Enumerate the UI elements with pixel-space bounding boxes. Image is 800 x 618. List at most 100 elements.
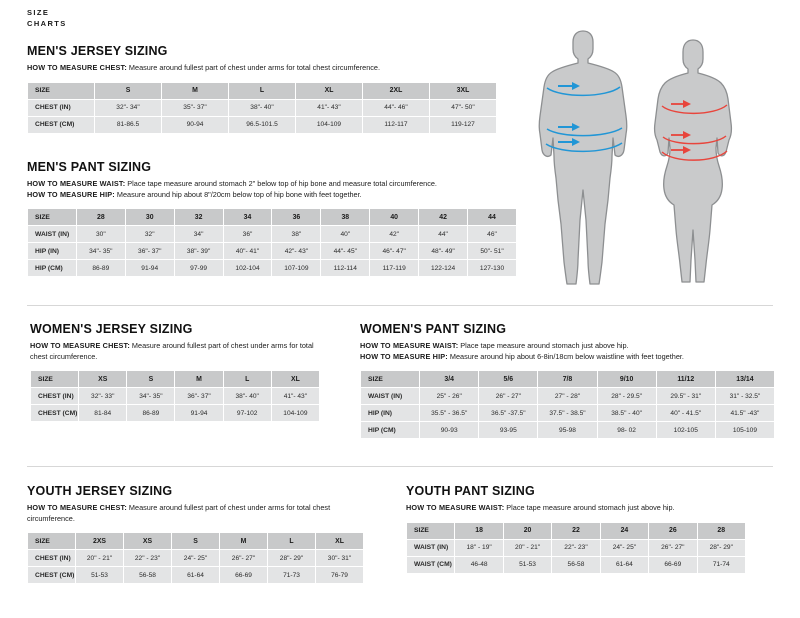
table-cell: 24"- 25" — [171, 549, 220, 567]
male-hip-measure-arrow — [545, 141, 623, 153]
table-row-label: CHEST (CM) — [27, 566, 76, 584]
figures-svg — [538, 30, 733, 285]
table-row: WAIST (CM) 46-48 51-53 56-58 61-64 66-69 71-74 — [405, 555, 747, 574]
table-header-size: SIZE — [359, 370, 421, 388]
table-cell: 105-109 — [714, 421, 776, 439]
how-to-label: HOW TO MEASURE CHEST: — [27, 63, 127, 72]
table-cell: 34" — [173, 225, 224, 243]
table-cell: 38"- 40" — [228, 98, 296, 117]
table-header-cell: 9/10 — [596, 370, 657, 388]
body-measurement-figures — [516, 30, 786, 292]
table-cell: 26"- 27" — [219, 549, 268, 567]
table-header-cell: 30 — [124, 208, 175, 226]
table-header-cell: 28 — [75, 208, 126, 226]
section-title: YOUTH PANT SIZING — [406, 484, 535, 498]
table-row: HIP (CM) 86-89 91-94 97-99 102-104 107-109 112… — [27, 259, 517, 277]
table-cell: 38" — [271, 225, 322, 243]
table-cell: 27" - 28" — [537, 387, 598, 405]
table-cell: 34"- 35" — [75, 242, 126, 260]
section-youth-pant-sizing: YOUTH PANT SIZING HOW TO MEASURE WAIST: … — [405, 484, 747, 574]
how-to-line-waist: HOW TO MEASURE WAIST: Place tape measure… — [360, 341, 775, 352]
table-cell: 61-64 — [171, 566, 220, 584]
table-cell: 20" - 21" — [502, 538, 553, 557]
table-header-cell: S — [94, 81, 162, 100]
male-chest-arrowhead — [572, 82, 580, 90]
table-cell: 18" - 19" — [454, 538, 504, 557]
how-to-text: Measure around fullest part of chest und… — [27, 503, 331, 523]
table-header-cell: XS — [78, 370, 128, 388]
table-header-cell: M — [161, 81, 229, 100]
how-to-text: Measure around hip about 6-8in/18cm belo… — [447, 351, 684, 361]
table-cell: 42" — [369, 225, 420, 243]
table-cell: 40" — [320, 225, 371, 243]
table-cell: 97-102 — [222, 404, 272, 422]
how-to-measure-waist-hip: HOW TO MEASURE WAIST: Place tape measure… — [27, 179, 517, 200]
table-cell: 38"- 40" — [222, 387, 272, 405]
table-cell: 91-94 — [124, 259, 175, 277]
male-chest-measure-arrow — [546, 85, 621, 97]
how-to-text: Place tape measure around stomach just a… — [458, 341, 629, 350]
table-row-label: HIP (CM) — [27, 259, 77, 277]
how-to-measure-chest: HOW TO MEASURE CHEST: Measure around ful… — [27, 63, 497, 74]
table-header-cell: S — [171, 532, 220, 550]
table-cell: 96.5-101.5 — [228, 115, 296, 134]
section-title: MEN'S PANT SIZING — [27, 160, 152, 174]
table-cell: 36" — [222, 225, 273, 243]
table-row-label: WAIST (CM) — [405, 555, 456, 574]
table-cell: 86-89 — [75, 259, 126, 277]
male-hip-arrowhead — [572, 138, 580, 146]
section-mens-pant-sizing: MEN'S PANT SIZING HOW TO MEASURE WAIST: … — [27, 160, 517, 277]
female-waist-measure-arrow — [662, 134, 727, 145]
table-cell: 38"- 39" — [173, 242, 224, 260]
table-header-cell: L — [228, 81, 296, 100]
table-row: HIP (CM) 90-93 93-95 95-98 98- 02 102-105 105-… — [359, 421, 776, 439]
table-cell: 32"- 33" — [78, 387, 128, 405]
table-header-cell: 36 — [271, 208, 322, 226]
table-cell: 30" — [75, 225, 126, 243]
table-header-cell: 3/4 — [419, 370, 480, 388]
table-cell: 46"- 47" — [369, 242, 420, 260]
table-header-cell: 3XL — [429, 81, 497, 100]
table-cell: 28"- 29" — [267, 549, 316, 567]
table-header-cell: M — [219, 532, 268, 550]
female-waist-arrowhead — [683, 131, 691, 139]
table-cell: 97-99 — [173, 259, 224, 277]
table-cell: 30"- 31" — [315, 549, 364, 567]
how-to-label: HOW TO MEASURE HIP: — [360, 351, 448, 361]
table-row: CHEST (IN) 32"- 34" 35"- 37" 38"- 40" 41"- 4… — [27, 98, 497, 117]
table-cell: 36.5" -37.5" — [478, 404, 539, 422]
table-cell: 107-109 — [271, 259, 322, 277]
female-chest-measure-arrow — [661, 103, 728, 115]
table-header-cell: 22 — [551, 521, 601, 540]
table-cell: 22" - 23" — [123, 549, 172, 567]
table-row: WAIST (IN) 30" 32" 34" 36" 38" 40" 42" 44" 46" — [27, 225, 517, 243]
table-cell: 31" - 32.5" — [714, 387, 776, 405]
youth-jersey-table: SIZE 2XS XS S M L XL CHEST (IN) 20" - 21" 22" - 2… — [27, 532, 364, 584]
document-title: SIZE CHARTS — [27, 7, 67, 29]
document-title-line-2: CHARTS — [27, 19, 67, 28]
table-row: CHEST (IN) 20" - 21" 22" - 23" 24"- 25" 26"-… — [27, 549, 364, 567]
section-title: YOUTH JERSEY SIZING — [27, 484, 173, 498]
table-header-row: SIZE XS S M L XL — [29, 370, 321, 388]
table-row: CHEST (IN) 32"- 33" 34"- 35" 36"- 37" 38"- 4… — [29, 387, 321, 405]
table-header-row: SIZE 2XS XS S M L XL — [27, 532, 364, 550]
table-row-label: WAIST (IN) — [405, 538, 456, 557]
table-row-label: CHEST (CM) — [27, 115, 95, 134]
how-to-text: Measure around fullest part of chest und… — [30, 341, 314, 361]
section-mens-jersey-sizing: MEN'S JERSEY SIZING HOW TO MEASURE CHEST… — [27, 44, 497, 134]
section-divider — [27, 305, 773, 306]
table-cell: 41.5" -43" — [714, 404, 776, 422]
table-header-cell: 34 — [222, 208, 273, 226]
table-header-cell: M — [174, 370, 224, 388]
how-to-measure-waist-hip: HOW TO MEASURE WAIST: Place tape measure… — [360, 341, 775, 362]
female-chest-arrowhead — [683, 100, 691, 108]
table-header-size: SIZE — [27, 532, 76, 550]
how-to-label: HOW TO MEASURE WAIST: — [27, 179, 126, 188]
table-header-cell: XL — [315, 532, 364, 550]
table-row: CHEST (CM) 81-86.5 90-94 96.5-101.5 104-109 1… — [27, 115, 497, 134]
table-cell: 86-89 — [126, 404, 176, 422]
table-cell: 37.5" - 38.5" — [537, 404, 598, 422]
table-cell: 98- 02 — [596, 421, 657, 439]
female-body-silhouette — [653, 39, 733, 283]
